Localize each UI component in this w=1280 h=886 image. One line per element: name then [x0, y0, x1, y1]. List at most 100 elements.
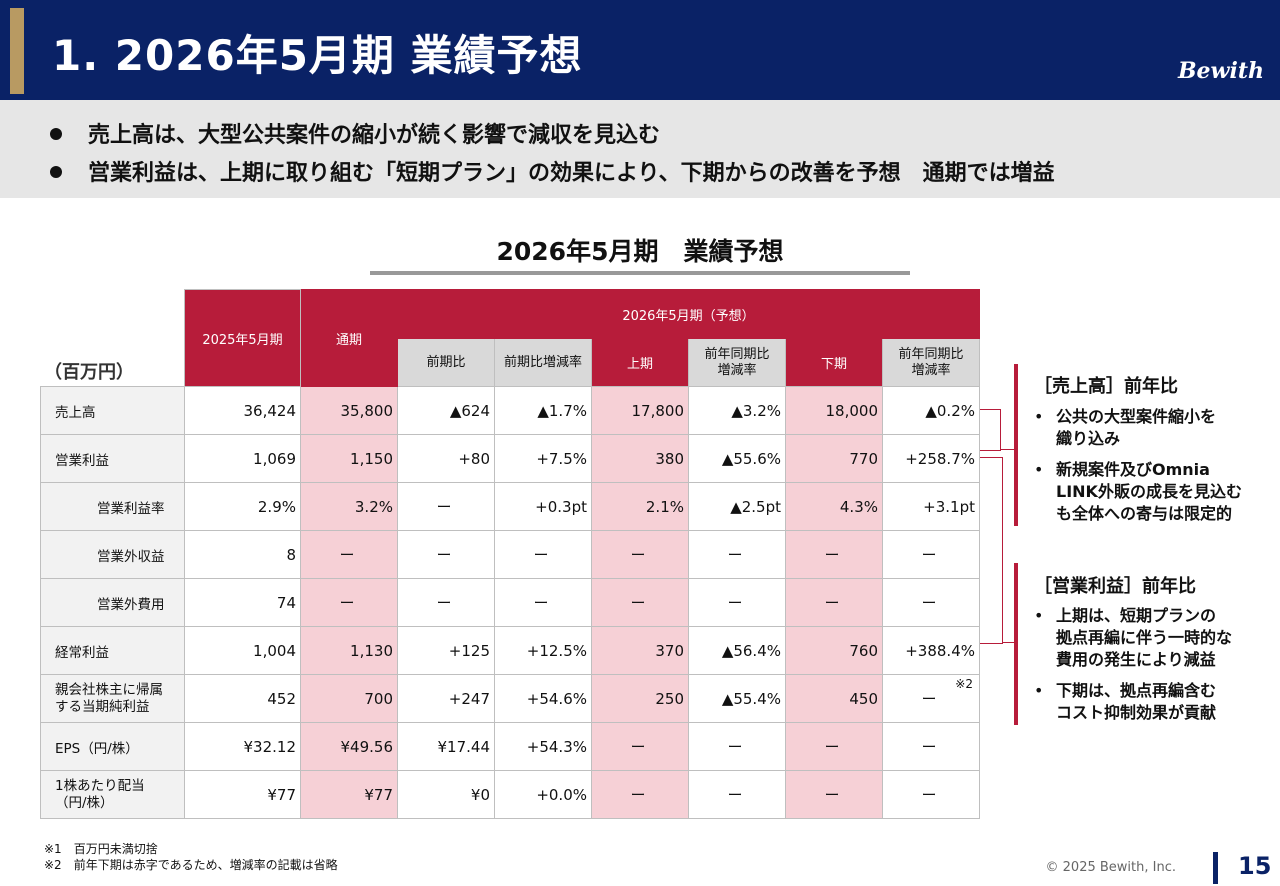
cell-h1: 380 [591, 434, 689, 483]
row-label: EPS（円/株） [40, 722, 185, 771]
cell-h2-rate: +388.4% [882, 626, 980, 675]
cell-yoy: ¥17.44 [397, 722, 495, 771]
table-row: 営業利益 1,069 1,150 +80 +7.5% 380 ▲55.6% 77… [40, 434, 980, 483]
connector-line [980, 409, 1001, 451]
page-title: 1. 2026年5月期 業績予想 [52, 31, 583, 80]
cell-yoy: ー [397, 482, 495, 531]
row-label: 1株あたり配当 （円/株） [40, 770, 185, 819]
cell-h2-rate: ー [882, 578, 980, 627]
header-bar: 1. 2026年5月期 業績予想 Bewith [0, 0, 1280, 100]
accent-bar [10, 8, 24, 94]
cell-prev-fy: 2.9% [184, 482, 301, 531]
cell-yoy: +247 [397, 674, 495, 723]
header-h1: 上期 [591, 338, 689, 387]
header-forecast-group: 2026年5月期（予想） [397, 289, 980, 339]
summary-bullet: 営業利益は、上期に取り組む「短期プラン」の効果により、下期からの改善を予想 通期… [50, 155, 1055, 187]
cell-h1-rate: ▲2.5pt [688, 482, 786, 531]
cell-yoy-rate: +12.5% [494, 626, 592, 675]
cell-h2: 4.3% [785, 482, 883, 531]
header-h2: 下期 [785, 338, 883, 387]
op-profit-comment-bullet: • 上期は、短期プランの 拠点再編に伴う一時的な 費用の発生により減益 [1034, 606, 1233, 669]
cell-prev-fy: 36,424 [184, 386, 301, 435]
header-full-year: 通期 [300, 289, 398, 387]
cell-yoy-rate: ▲1.7% [494, 386, 592, 435]
sales-comment-bullet: • 公共の大型案件縮小を 織り込み [1034, 407, 1217, 448]
cell-full-year: ¥77 [300, 770, 398, 819]
cell-h1-rate: ▲55.6% [688, 434, 786, 483]
cell-h2-rate: ー [882, 722, 980, 771]
cell-full-year: 700 [300, 674, 398, 723]
cell-yoy-rate: +0.0% [494, 770, 592, 819]
cell-yoy-rate: +0.3pt [494, 482, 592, 531]
unit-label: （百万円） [44, 362, 134, 383]
table-row: 1株あたり配当 （円/株） ¥77 ¥77 ¥0 +0.0% ー ー ー ー [40, 770, 980, 819]
row-label: 営業外収益 [40, 530, 185, 579]
cell-h1: 250 [591, 674, 689, 723]
cell-yoy-rate: +54.3% [494, 722, 592, 771]
bullet-dot-icon [50, 128, 62, 140]
row-label: 売上高 [40, 386, 185, 435]
cell-yoy: ー [397, 530, 495, 579]
table-row: 営業外収益 8 ー ー ー ー ー ー ー [40, 530, 980, 579]
cell-full-year: 35,800 [300, 386, 398, 435]
cell-prev-fy: ¥77 [184, 770, 301, 819]
op-profit-comment-bar [1014, 563, 1018, 725]
cell-yoy-rate: ー [494, 578, 592, 627]
cell-prev-fy: ¥32.12 [184, 722, 301, 771]
forecast-table: 2025年5月期 通期 2026年5月期（予想） 前期比 前期比増減率 上期 前… [40, 289, 980, 819]
row-label: 営業利益率 [40, 482, 185, 531]
cell-h2: ー [785, 770, 883, 819]
cell-h1-rate: ▲3.2% [688, 386, 786, 435]
cell-full-year: ー [300, 530, 398, 579]
op-profit-comment-title: ［営業利益］前年比 [1034, 576, 1196, 597]
row-label: 親会社株主に帰属 する当期純利益 [40, 674, 185, 723]
row-label: 営業外費用 [40, 578, 185, 627]
page-number: 15 [1238, 852, 1272, 880]
cell-h2-rate: ▲0.2% [882, 386, 980, 435]
table-title: 2026年5月期 業績予想 [496, 237, 784, 266]
table-row: 親会社株主に帰属 する当期純利益 452 700 +247 +54.6% 250 … [40, 674, 980, 723]
table-row: EPS（円/株） ¥32.12 ¥49.56 ¥17.44 +54.3% ー ー… [40, 722, 980, 771]
cell-h1-rate: ー [688, 578, 786, 627]
cell-h2: ー [785, 530, 883, 579]
footnote: ※1 百万円未満切捨 [44, 842, 158, 856]
cell-h1-rate: ー [688, 530, 786, 579]
cell-prev-fy: 1,069 [184, 434, 301, 483]
cell-yoy: +125 [397, 626, 495, 675]
header-prev-fy: 2025年5月期 [184, 289, 301, 387]
op-profit-comment-bullet: • 下期は、拠点再編含む コスト抑制効果が貢献 [1034, 681, 1217, 722]
cell-h1-rate: ▲55.4% [688, 674, 786, 723]
cell-h1-rate: ー [688, 722, 786, 771]
copyright: © 2025 Bewith, Inc. [1045, 860, 1176, 875]
header-h1-rate: 前年同期比 増減率 [688, 338, 786, 387]
row-label: 経常利益 [40, 626, 185, 675]
cell-full-year: 1,130 [300, 626, 398, 675]
cell-h2-rate: +258.7% [882, 434, 980, 483]
sales-comment-title: ［売上高］前年比 [1034, 376, 1178, 397]
bullet-dot-icon [50, 166, 62, 178]
cell-h1: ー [591, 770, 689, 819]
cell-h1: 2.1% [591, 482, 689, 531]
connector-line [1002, 642, 1014, 643]
cell-yoy: +80 [397, 434, 495, 483]
cell-h1: 370 [591, 626, 689, 675]
cell-prev-fy: 1,004 [184, 626, 301, 675]
cell-yoy: ー [397, 578, 495, 627]
cell-yoy: ▲624 [397, 386, 495, 435]
footnote-ref: ※2 [955, 677, 973, 691]
cell-yoy: ¥0 [397, 770, 495, 819]
cell-h2-rate: +3.1pt [882, 482, 980, 531]
cell-h2-rate: ー [882, 530, 980, 579]
cell-prev-fy: 74 [184, 578, 301, 627]
cell-h1: ー [591, 722, 689, 771]
cell-full-year: ー [300, 578, 398, 627]
cell-h2-rate: ー ※2 [882, 674, 980, 723]
header-yoy-rate: 前期比増減率 [494, 338, 592, 387]
sales-comment-bar [1014, 364, 1018, 526]
connector-line [1000, 449, 1014, 450]
cell-prev-fy: 452 [184, 674, 301, 723]
cell-h2: 760 [785, 626, 883, 675]
cell-h2: ー [785, 578, 883, 627]
cell-yoy-rate: ー [494, 530, 592, 579]
connector-line [980, 457, 1003, 644]
